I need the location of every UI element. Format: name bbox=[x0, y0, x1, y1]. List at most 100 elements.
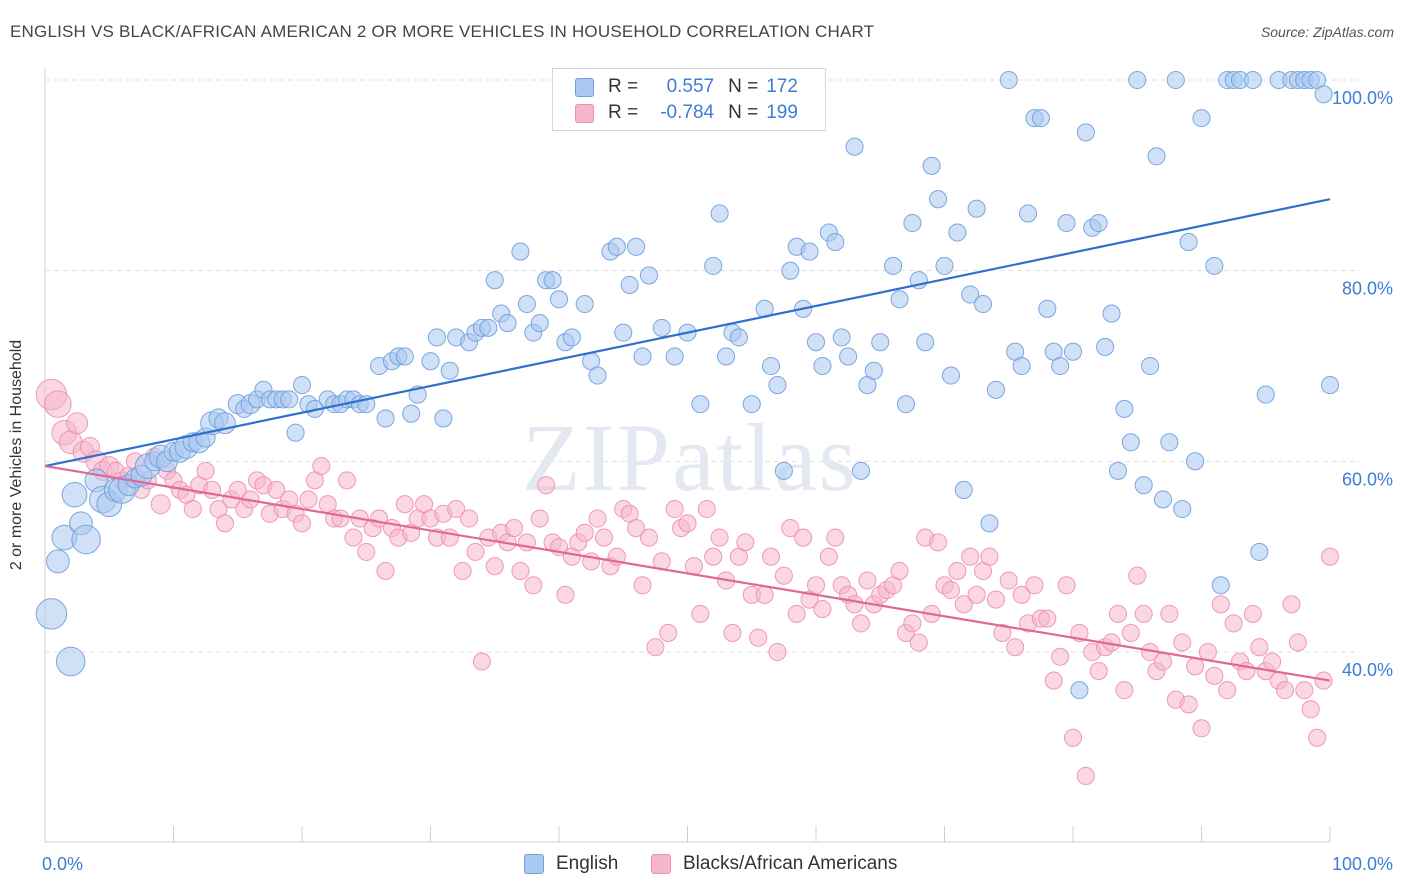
black-point[interactable] bbox=[704, 547, 723, 566]
black-point[interactable] bbox=[556, 585, 575, 604]
english-point[interactable] bbox=[691, 395, 710, 414]
english-point[interactable] bbox=[479, 318, 498, 337]
english-point[interactable] bbox=[1051, 356, 1070, 376]
english-point[interactable] bbox=[1160, 433, 1179, 452]
english-point[interactable] bbox=[1256, 385, 1275, 404]
black-point[interactable] bbox=[357, 542, 376, 561]
black-point[interactable] bbox=[929, 533, 948, 552]
english-point[interactable] bbox=[421, 352, 440, 371]
black-point[interactable] bbox=[691, 604, 710, 623]
english-point[interactable] bbox=[774, 461, 793, 480]
black-point[interactable] bbox=[697, 499, 716, 519]
black-point[interactable] bbox=[1243, 604, 1262, 623]
black-point[interactable] bbox=[485, 557, 504, 576]
black-point[interactable] bbox=[909, 633, 928, 652]
black-point[interactable] bbox=[1089, 662, 1108, 681]
english-point[interactable] bbox=[588, 366, 607, 385]
english-point[interactable] bbox=[35, 598, 68, 630]
black-point[interactable] bbox=[1198, 642, 1217, 662]
black-point[interactable] bbox=[1051, 647, 1070, 666]
black-point[interactable] bbox=[312, 457, 331, 476]
english-point[interactable] bbox=[1057, 213, 1076, 233]
black-point[interactable] bbox=[524, 576, 543, 595]
english-point[interactable] bbox=[1070, 681, 1089, 700]
black-point[interactable] bbox=[813, 600, 832, 619]
black-point[interactable] bbox=[1121, 623, 1140, 642]
english-point[interactable] bbox=[742, 395, 761, 414]
black-point[interactable] bbox=[183, 499, 202, 519]
black-point[interactable] bbox=[678, 514, 697, 533]
english-point[interactable] bbox=[864, 361, 883, 380]
english-point[interactable] bbox=[961, 285, 980, 304]
english-point[interactable] bbox=[832, 328, 851, 347]
black-point[interactable] bbox=[150, 494, 171, 515]
english-point[interactable] bbox=[562, 328, 581, 347]
english-point[interactable] bbox=[839, 347, 858, 366]
english-point[interactable] bbox=[1250, 542, 1269, 561]
black-point[interactable] bbox=[1275, 681, 1295, 700]
black-point[interactable] bbox=[66, 412, 89, 435]
english-point[interactable] bbox=[813, 356, 832, 376]
black-point[interactable] bbox=[980, 547, 999, 566]
black-point[interactable] bbox=[781, 519, 800, 538]
black-point[interactable] bbox=[826, 528, 845, 547]
english-point[interactable] bbox=[717, 347, 736, 366]
black-point[interactable] bbox=[858, 571, 877, 590]
english-point[interactable] bbox=[768, 376, 787, 395]
black-point[interactable] bbox=[395, 495, 414, 514]
black-point[interactable] bbox=[1012, 585, 1031, 604]
black-point[interactable] bbox=[710, 528, 729, 547]
black-point[interactable] bbox=[1186, 657, 1205, 676]
english-point[interactable] bbox=[1314, 85, 1333, 104]
black-point[interactable] bbox=[903, 614, 922, 633]
english-point[interactable] bbox=[665, 347, 684, 366]
black-point[interactable] bbox=[993, 623, 1012, 642]
black-point[interactable] bbox=[627, 519, 646, 538]
english-point[interactable] bbox=[61, 481, 88, 508]
black-point[interactable] bbox=[768, 642, 787, 662]
english-point[interactable] bbox=[1108, 461, 1128, 480]
english-point[interactable] bbox=[1038, 299, 1057, 318]
english-point[interactable] bbox=[729, 328, 748, 347]
black-point[interactable] bbox=[1128, 566, 1147, 585]
english-point[interactable] bbox=[1128, 70, 1147, 90]
black-point[interactable] bbox=[999, 571, 1018, 590]
black-point[interactable] bbox=[511, 561, 530, 581]
english-point[interactable] bbox=[1115, 399, 1134, 418]
english-point[interactable] bbox=[974, 294, 993, 314]
english-point[interactable] bbox=[999, 70, 1018, 90]
black-point[interactable] bbox=[344, 528, 363, 547]
black-point[interactable] bbox=[954, 595, 973, 614]
black-point[interactable] bbox=[44, 390, 72, 418]
black-point[interactable] bbox=[787, 604, 806, 623]
black-point[interactable] bbox=[967, 585, 986, 604]
black-point[interactable] bbox=[292, 514, 312, 533]
english-point[interactable] bbox=[884, 256, 903, 275]
english-point[interactable] bbox=[781, 261, 800, 280]
english-point[interactable] bbox=[517, 294, 536, 314]
black-point[interactable] bbox=[1288, 633, 1307, 652]
black-point[interactable] bbox=[1320, 547, 1340, 566]
black-point[interactable] bbox=[755, 585, 774, 604]
english-point[interactable] bbox=[543, 271, 562, 290]
black-point[interactable] bbox=[794, 528, 813, 547]
english-point[interactable] bbox=[845, 137, 864, 156]
english-point[interactable] bbox=[1102, 304, 1121, 323]
black-point[interactable] bbox=[1282, 595, 1301, 614]
english-point[interactable] bbox=[1012, 356, 1031, 376]
black-point[interactable] bbox=[1205, 666, 1224, 685]
english-point[interactable] bbox=[427, 328, 446, 347]
bottom-legend-black[interactable]: Blacks/African Americans bbox=[651, 851, 897, 877]
english-point[interactable] bbox=[511, 242, 530, 261]
english-point[interactable] bbox=[1141, 356, 1160, 376]
english-point[interactable] bbox=[935, 256, 954, 275]
english-point[interactable] bbox=[761, 356, 781, 376]
black-point[interactable] bbox=[337, 471, 357, 490]
english-point[interactable] bbox=[498, 314, 517, 333]
english-point[interactable] bbox=[45, 549, 70, 574]
english-point[interactable] bbox=[485, 271, 504, 290]
english-point[interactable] bbox=[627, 237, 646, 256]
black-point[interactable] bbox=[1115, 681, 1134, 700]
black-point[interactable] bbox=[890, 561, 909, 581]
english-point[interactable] bbox=[890, 290, 909, 309]
